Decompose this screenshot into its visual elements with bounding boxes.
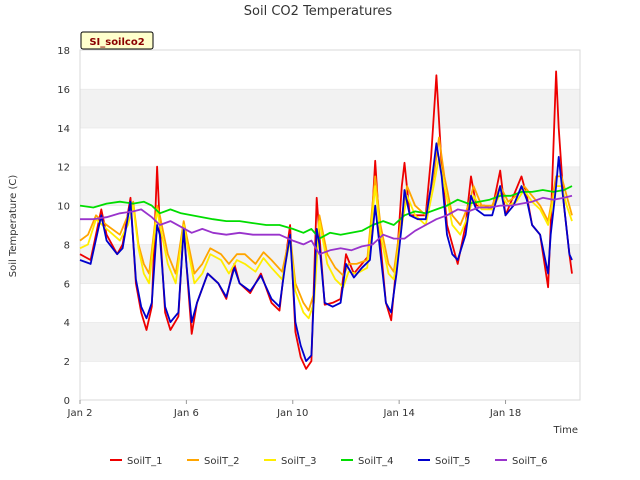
y-tick-label: 12 <box>57 163 70 174</box>
y-axis-label: Soil Temperature (C) <box>8 175 19 278</box>
station-tag-label: SI_soilco2 <box>89 37 144 48</box>
legend-item: SoilT_5 <box>418 456 471 467</box>
grid-band <box>80 361 580 400</box>
y-tick-label: 10 <box>57 202 70 213</box>
legend-label: SoilT_5 <box>435 456 471 467</box>
chart-title: Soil CO2 Temperatures <box>244 4 393 19</box>
station-tag: SI_soilco2 <box>80 31 154 50</box>
legend-label: SoilT_3 <box>281 456 317 467</box>
x-axis-ticks: Jan 2 Jan 6 Jan 10 Jan 14 Jan 18 <box>67 400 521 419</box>
legend-label: SoilT_1 <box>127 456 163 467</box>
legend-item: SoilT_3 <box>264 456 317 467</box>
legend-item: SoilT_2 <box>187 456 240 467</box>
legend: SoilT_1 SoilT_2 SoilT_3 SoilT_4 SoilT_5 SoilT… <box>110 456 548 467</box>
x-tick-label: Jan 18 <box>489 408 521 419</box>
series-layer <box>79 70 573 370</box>
x-tick-label: Jan 14 <box>382 408 414 419</box>
legend-label: SoilT_4 <box>358 456 394 467</box>
x-tick-label: Jan 6 <box>173 408 199 419</box>
series-line-soilt-6 <box>80 194 573 256</box>
x-axis-label: Time <box>553 425 578 436</box>
y-axis-ticks: 0 2 4 6 8 10 12 14 16 18 <box>57 46 70 407</box>
series-line-soilt-4 <box>79 185 573 240</box>
y-tick-label: 0 <box>64 396 70 407</box>
y-tick-label: 14 <box>57 124 70 135</box>
station-tag-box <box>80 31 154 50</box>
grid-band <box>80 88 580 128</box>
x-tick-label: Jan 2 <box>67 408 93 419</box>
grid-band <box>80 50 580 89</box>
series-line-soilt-2 <box>79 136 573 312</box>
y-tick-label: 16 <box>57 85 70 96</box>
y-tick-label: 18 <box>57 46 70 57</box>
legend-item: SoilT_4 <box>341 456 394 467</box>
grid-band <box>80 127 580 167</box>
x-tick-label: Jan 10 <box>276 408 308 419</box>
plot-frame <box>79 49 581 401</box>
y-tick-label: 2 <box>64 357 70 368</box>
y-tick-label: 8 <box>64 240 70 251</box>
legend-label: SoilT_6 <box>512 456 548 467</box>
y-tick-label: 4 <box>64 318 70 329</box>
grid-band <box>80 322 580 362</box>
legend-item: SoilT_6 <box>495 456 548 467</box>
series-line-soilt-5 <box>79 142 573 362</box>
legend-label: SoilT_2 <box>204 456 240 467</box>
y-tick-label: 6 <box>64 279 70 290</box>
legend-item: SoilT_1 <box>110 456 163 467</box>
